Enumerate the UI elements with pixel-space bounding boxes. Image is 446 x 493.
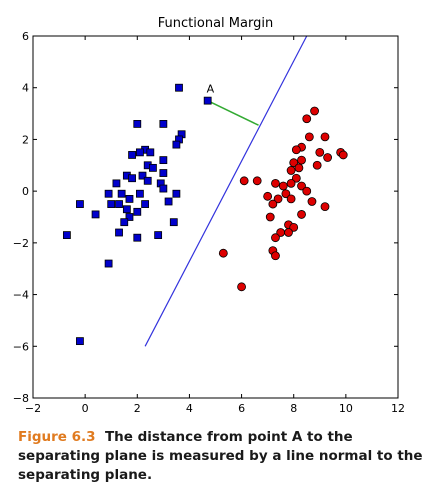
caption-text: The distance from point A to the separat… xyxy=(18,429,423,483)
square-point xyxy=(107,200,116,208)
square-point xyxy=(115,228,123,237)
square-point xyxy=(164,197,173,206)
circle-point xyxy=(315,147,325,157)
square-point xyxy=(138,171,147,180)
square-point xyxy=(203,96,212,105)
square-point xyxy=(133,233,142,242)
x-tick-label: 0 xyxy=(82,402,89,415)
circle-point xyxy=(297,210,306,219)
square-point xyxy=(117,189,126,198)
circle-point xyxy=(291,173,301,183)
figure-label: Figure 6.3 xyxy=(18,429,96,445)
circle-point xyxy=(252,176,262,186)
figure-caption: Figure 6.3 The distance from point A to … xyxy=(18,428,438,485)
circle-point xyxy=(284,228,293,237)
point-annotation: A xyxy=(207,83,215,96)
circle-point xyxy=(281,189,291,199)
circle-point xyxy=(265,212,275,222)
square-point xyxy=(128,151,136,159)
square-point xyxy=(154,231,163,240)
x-tick-label: 8 xyxy=(290,402,297,415)
square-point xyxy=(104,259,113,268)
y-tick-label: 4 xyxy=(22,82,29,95)
circle-point xyxy=(273,194,283,204)
square-point xyxy=(159,169,168,177)
separating-line xyxy=(144,35,308,347)
square-point xyxy=(149,163,157,172)
circle-point xyxy=(302,186,312,196)
square-point xyxy=(133,207,142,216)
square-point xyxy=(141,200,150,208)
circle-point xyxy=(278,181,288,191)
circle-point xyxy=(271,178,280,188)
square-point xyxy=(175,83,183,92)
circle-point xyxy=(338,150,348,160)
y-tick-label: −6 xyxy=(13,340,29,353)
square-point xyxy=(104,189,113,198)
circle-point xyxy=(323,153,333,162)
margin-segment xyxy=(207,99,259,126)
circle-point xyxy=(271,233,280,243)
square-point xyxy=(115,200,123,208)
circle-point xyxy=(297,181,306,191)
square-point xyxy=(76,337,84,346)
square-point xyxy=(125,213,134,221)
circle-point xyxy=(310,106,319,116)
circle-point xyxy=(289,222,299,232)
circle-point xyxy=(320,202,330,212)
x-tick-label: 12 xyxy=(391,402,405,415)
circle-point xyxy=(286,194,296,204)
x-tick-label: 6 xyxy=(238,402,245,415)
square-point xyxy=(122,205,131,214)
circle-point xyxy=(307,197,317,206)
circle-point xyxy=(291,145,301,155)
circle-point xyxy=(320,132,330,142)
square-point xyxy=(125,194,134,203)
y-tick-label: 6 xyxy=(22,30,29,43)
square-point xyxy=(135,189,144,198)
circle-point xyxy=(286,166,296,175)
circle-point xyxy=(218,248,228,258)
circle-point xyxy=(263,191,273,201)
square-point xyxy=(133,120,142,128)
square-point xyxy=(128,174,136,183)
circle-point xyxy=(239,176,249,186)
square-point xyxy=(143,176,152,185)
y-tick-label: −8 xyxy=(13,392,29,405)
square-point xyxy=(146,148,155,157)
circle-point xyxy=(271,251,280,261)
square-point xyxy=(76,200,84,208)
circle-point xyxy=(268,199,278,209)
circle-point xyxy=(237,282,246,292)
circle-point xyxy=(312,160,322,170)
x-tick-label: 2 xyxy=(134,402,141,415)
circle-point xyxy=(294,163,304,173)
plot-frame xyxy=(32,35,399,399)
square-point xyxy=(159,120,168,128)
square-point xyxy=(62,231,71,240)
circle-point xyxy=(297,155,306,165)
y-tick-label: 2 xyxy=(22,133,29,146)
y-tick-label: −4 xyxy=(13,289,29,302)
square-point xyxy=(135,148,144,157)
y-tick-label: 0 xyxy=(22,185,29,198)
square-point xyxy=(172,189,181,198)
chart-title: Functional Margin xyxy=(158,16,273,31)
square-point xyxy=(159,184,168,193)
square-point xyxy=(172,140,181,149)
x-tick-label: 4 xyxy=(186,402,193,415)
y-tick-label: −2 xyxy=(13,237,29,250)
square-point xyxy=(112,179,121,188)
square-point xyxy=(91,210,100,219)
square-point xyxy=(159,156,168,165)
square-point xyxy=(169,218,178,227)
circle-point xyxy=(304,132,314,142)
scatter-chart: Functional Margin A −2 0 2 4 6 8 10 12 −8 −6 −4 −2 0… xyxy=(13,16,405,415)
circle-point xyxy=(289,158,299,168)
x-tick-label: 10 xyxy=(339,402,353,415)
circle-point xyxy=(286,178,296,188)
circle-point xyxy=(302,114,312,124)
square-point xyxy=(120,218,129,227)
x-tick-label: −2 xyxy=(25,402,41,415)
